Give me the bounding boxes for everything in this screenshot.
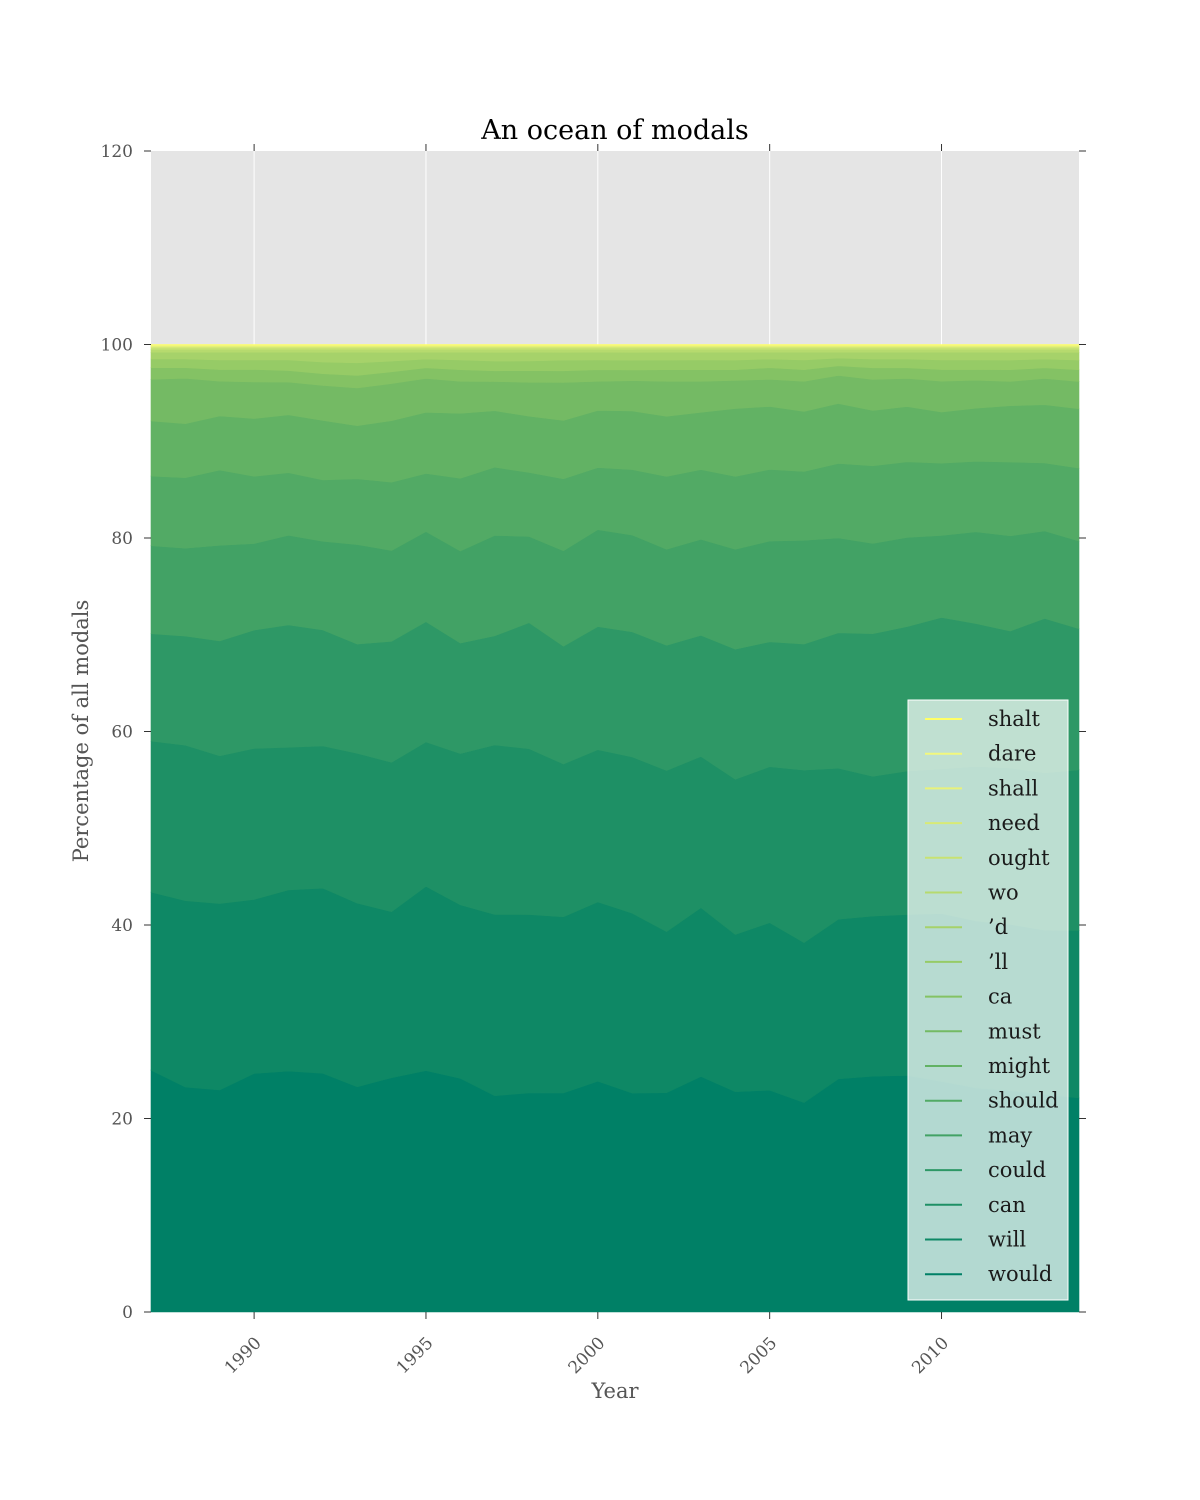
y-tick-label: 60: [111, 723, 133, 743]
legend-label: should: [988, 1089, 1059, 1113]
legend-label: would: [988, 1262, 1052, 1286]
legend-label: ca: [988, 985, 1012, 1009]
x-tick-label: 2010: [908, 1333, 953, 1378]
area-series: [150, 344, 1080, 1313]
x-tick-label: 1990: [221, 1333, 266, 1378]
legend-label: ’d: [988, 915, 1008, 939]
legend-label: must: [988, 1019, 1041, 1043]
area-wo: [150, 349, 1080, 353]
legend-label: shalt: [988, 707, 1041, 731]
y-tick-label: 100: [101, 336, 133, 356]
legend-label: dare: [988, 742, 1036, 766]
x-tick-label: 1995: [393, 1333, 438, 1378]
legend-label: will: [988, 1228, 1026, 1252]
legend-label: shall: [988, 776, 1039, 800]
y-tick-label: 120: [101, 142, 133, 162]
legend-box: [907, 699, 1069, 1301]
y-tick-label: 40: [111, 916, 133, 936]
y-axis-label: Percentage of all modals: [69, 600, 93, 863]
legend: shalt dare shall need ought wo ’d ’ll ca must migh…: [907, 699, 1069, 1301]
chart-title: An ocean of modals: [480, 115, 748, 146]
legend-label: ’ll: [988, 950, 1008, 974]
legend-label: ought: [988, 846, 1050, 870]
y-tick-label: 20: [111, 1110, 133, 1130]
legend-label: can: [988, 1193, 1026, 1217]
legend-label: need: [988, 811, 1040, 835]
x-tick-label: 2000: [565, 1333, 610, 1378]
legend-label: wo: [988, 881, 1019, 905]
legend-label: could: [988, 1158, 1046, 1182]
legend-label: may: [988, 1123, 1032, 1147]
y-tick-label: 80: [111, 529, 133, 549]
x-tick-label: 2005: [736, 1333, 781, 1378]
x-axis-label: Year: [590, 1379, 639, 1403]
y-tick-label: 0: [122, 1303, 133, 1323]
legend-label: might: [988, 1054, 1051, 1078]
